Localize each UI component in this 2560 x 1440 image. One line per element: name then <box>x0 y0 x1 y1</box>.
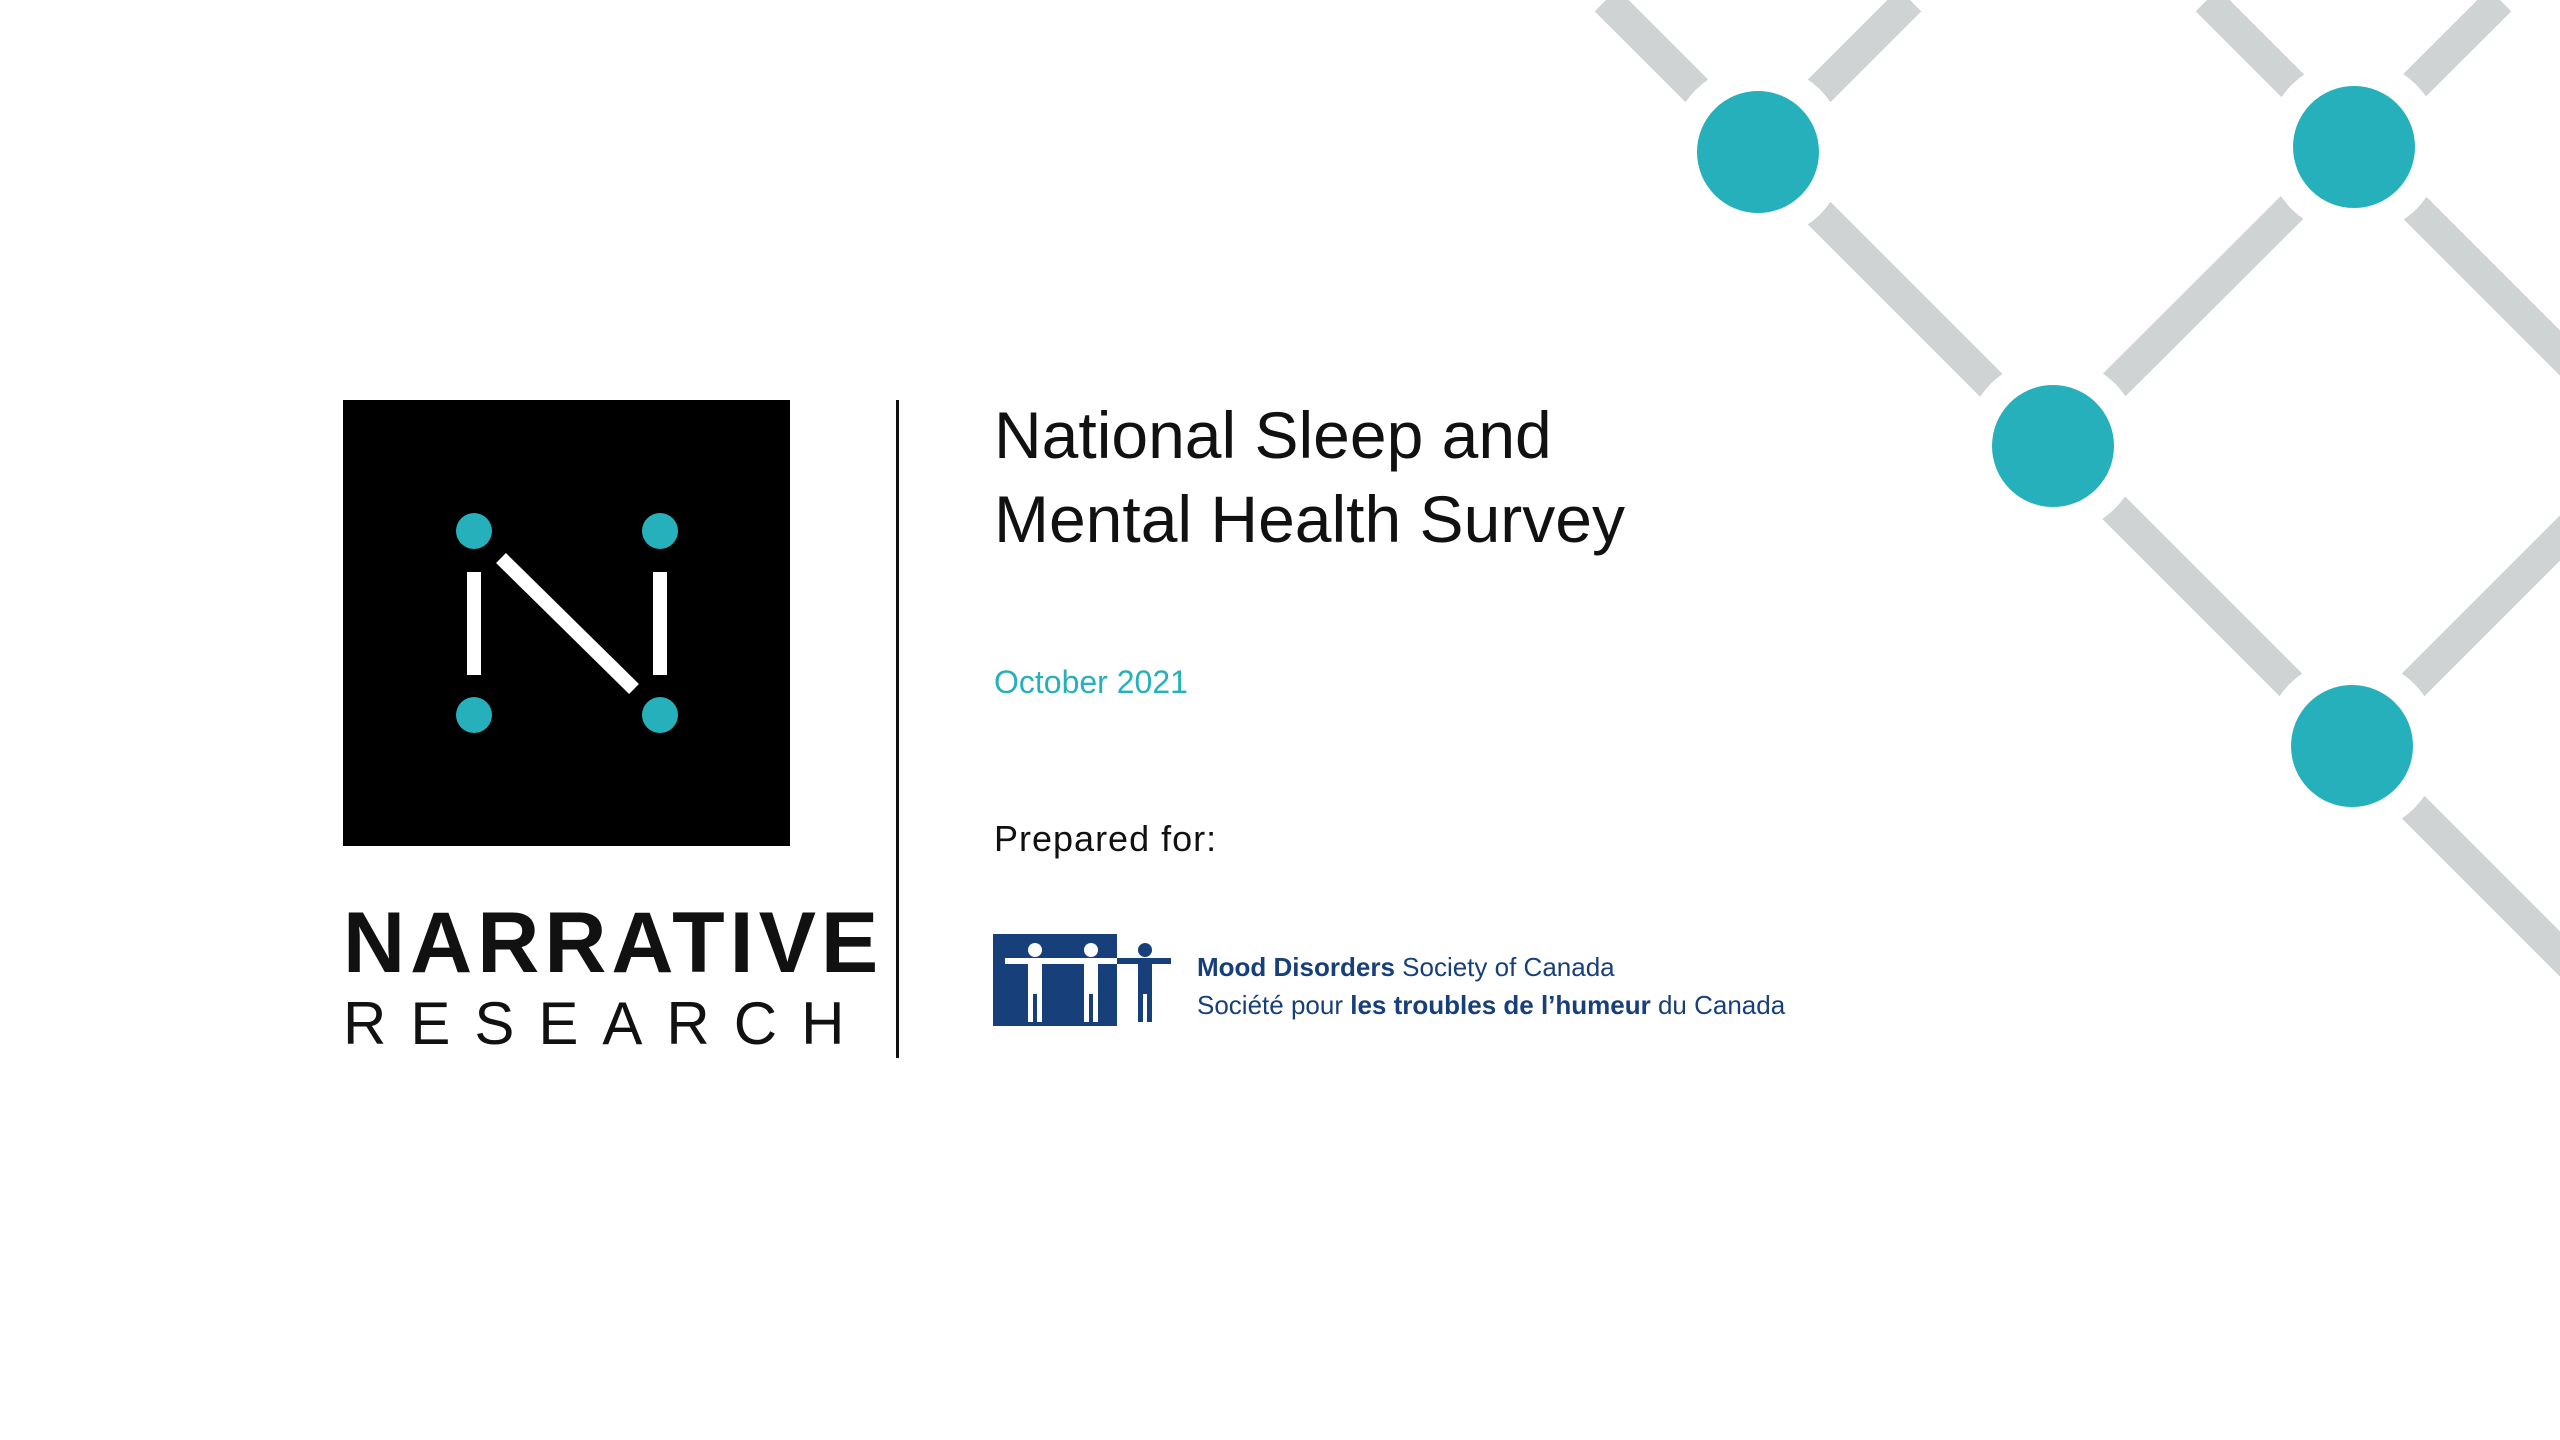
report-title: National Sleep and Mental Health Survey <box>994 393 1625 561</box>
title-line: National Sleep and <box>994 398 1552 472</box>
partner-name-en: Mood Disorders Society of Canada <box>1197 952 1615 982</box>
report-date: October 2021 <box>994 664 1188 700</box>
logo-wordmark-research: RESEARCH <box>343 990 869 1057</box>
narrative-research-logo <box>343 400 790 846</box>
partner-name-fr: Société pour les troubles de l’humeur du… <box>1197 990 1786 1020</box>
prepared-for-label: Prepared for: <box>994 818 1218 859</box>
teal-dot <box>1992 385 2114 507</box>
teal-dot <box>2291 685 2413 807</box>
n-dots-logo-icon <box>456 513 678 733</box>
vertical-divider <box>896 400 899 1058</box>
people-holding-hands-logo-icon <box>993 934 1171 1026</box>
lattice-line <box>2041 0 2512 458</box>
teal-dot <box>1697 91 1819 213</box>
teal-dot <box>2293 86 2415 208</box>
title-line: Mental Health Survey <box>994 482 1625 556</box>
logo-wordmark-narrative: NARRATIVE <box>343 895 884 991</box>
partner-name: Mood Disorders Society of Canada Société… <box>1197 948 1785 1024</box>
